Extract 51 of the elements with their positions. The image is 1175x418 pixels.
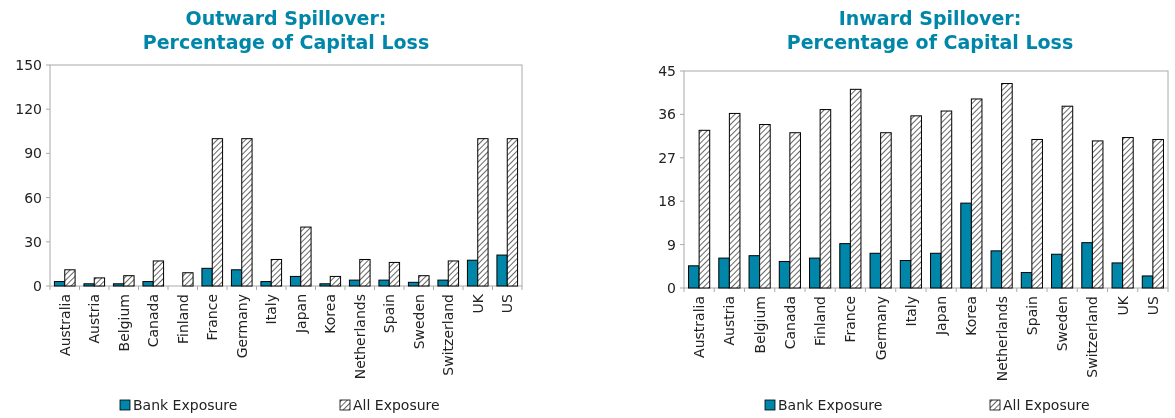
x-tick-label: Japan [292,294,309,335]
legend-label: All Exposure [1003,396,1090,413]
x-tick-label: Austria [86,294,103,344]
y-tick-label: 27 [658,149,676,166]
x-tick-label: Canada [781,296,798,350]
y-tick-label: 0 [667,279,676,296]
x-tick-label: Belgium [115,294,132,352]
y-tick-label: 18 [658,193,676,210]
x-tick-label: Australia [56,294,73,356]
x-tick-label: Finland [174,294,191,345]
y-tick-label: 150 [15,56,42,73]
x-tick-label: Australia [691,296,708,358]
x-tick-label: Switzerland [440,294,457,376]
x-tick-label: Austria [721,296,738,346]
x-tick-label: Switzerland [1084,296,1101,378]
y-tick-label: 36 [658,106,677,123]
x-tick-label: Korea [322,294,339,334]
y-tick-label: 120 [15,101,42,118]
x-tick-label: Sweden [410,294,427,350]
x-tick-label: France [204,294,221,341]
x-tick-label: Spain [1023,296,1040,336]
y-tick-label: 9 [667,236,676,253]
chart-title: Inward Spillover: Percentage of Capital Loss [786,7,1074,53]
x-tick-label: Korea [963,296,980,336]
x-tick-label: Italy [902,296,919,327]
x-tick-label: Italy [263,294,280,325]
x-tick-label: Spain [381,294,398,334]
x-tick-label: Canada [145,294,162,348]
y-tick-label: 0 [33,277,42,294]
x-tick-label: Germany [872,296,889,361]
y-tick-label: 60 [24,189,42,206]
y-tick-label: 45 [658,62,676,79]
x-tick-label: Sweden [1054,296,1071,352]
legend-label: Bank Exposure [133,396,238,413]
x-tick-label: Belgium [751,296,768,354]
x-tick-label: UK [1114,295,1131,316]
x-tick-label: UK [469,293,486,314]
x-tick-label: Finland [812,296,829,347]
x-tick-label: France [842,296,859,343]
x-tick-label: US [499,293,516,314]
y-tick-label: 90 [24,145,42,162]
y-tick-label: 30 [24,233,42,250]
x-tick-label: Netherlands [351,294,368,380]
x-tick-label: Netherlands [993,296,1010,382]
x-tick-label: Germany [233,294,250,359]
bar [182,272,194,287]
x-tick-label: Japan [933,296,950,337]
chart-title: Outward Spillover: Percentage of Capital Loss [142,7,430,53]
legend-label: Bank Exposure [778,396,883,413]
x-tick-label: US [1144,295,1161,316]
legend-label: All Exposure [353,396,440,413]
